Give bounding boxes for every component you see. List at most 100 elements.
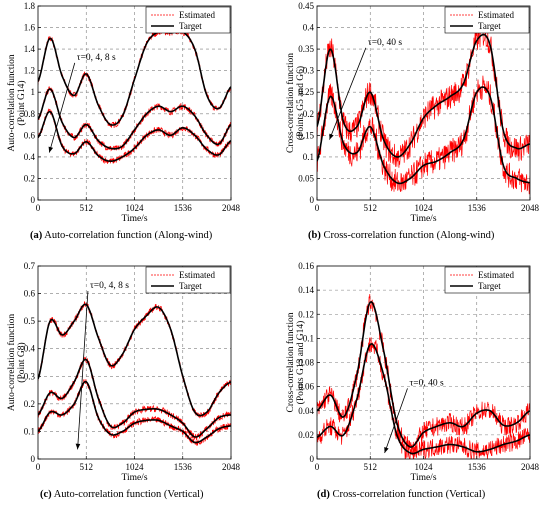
y-tick-label: 0.1 — [303, 152, 314, 162]
y-tick-label: 1.2 — [24, 66, 35, 76]
x-tick-label: 1024 — [126, 462, 145, 472]
annotation-label: τ=0, 4, 8 s — [90, 281, 129, 291]
legend-target-label: Target — [179, 21, 202, 31]
y-axis-sublabel: (Point G14) — [16, 80, 27, 125]
caption-d-label: (d) — [317, 489, 330, 500]
caption-d-text: Cross-correlation function (Vertical) — [332, 489, 486, 500]
y-tick-label: 0.4 — [24, 344, 36, 354]
caption-a: (a) Auto-correlation function (Along-win… — [30, 230, 212, 241]
y-tick-label: 0.4 — [303, 23, 315, 33]
series-target-line — [38, 380, 231, 444]
y-tick-label: 0.08 — [298, 358, 314, 368]
legend-estimated-label: Estimated — [179, 10, 215, 20]
x-tick-label: 1536 — [468, 203, 487, 213]
chart-a: 0 512 1024 1536 2048 0 0.2 0.4 0.6 0.8 1 1.2 1.4 1.6 1… — [6, 1, 241, 224]
y-axis-sublabel: (Points G13 and G14) — [295, 321, 306, 405]
y-tick-label: 0.12 — [298, 309, 314, 319]
x-axis-label: Time/s — [410, 473, 436, 483]
annotation-arrow-head — [329, 133, 334, 140]
series-target-line — [317, 33, 530, 158]
x-tick-label: 0 — [315, 203, 320, 213]
legend-box — [444, 6, 530, 34]
caption-c-text: Auto-correlation function (Vertical) — [53, 489, 204, 500]
y-tick-label: 0.4 — [24, 152, 36, 162]
series-estimated-line — [317, 75, 530, 195]
x-axis-label: Time/s — [121, 214, 147, 224]
caption-a-text: Auto-correlation function (Along-wind) — [44, 230, 213, 241]
x-tick-label: 512 — [80, 462, 94, 472]
series-estimated-line — [317, 22, 530, 168]
x-tick-label: 1024 — [126, 203, 145, 213]
caption-c-label: (c) — [40, 489, 52, 500]
x-tick-label: 1536 — [174, 462, 193, 472]
caption-d: (d) Cross-correlation function (Vertical… — [317, 489, 485, 500]
y-tick-label: 0.2 — [303, 109, 314, 119]
x-tick-label: 0 — [315, 462, 320, 472]
y-axis-sublabel: (Point G8) — [16, 342, 27, 382]
series-target-line — [38, 30, 231, 126]
series-target-line — [38, 358, 231, 438]
x-axis-label: Time/s — [121, 473, 147, 483]
y-axis-label: Auto-correlation function — [6, 54, 17, 152]
y-tick-label: 0.04 — [298, 406, 314, 416]
series-target-line — [38, 88, 231, 150]
y-tick-label: 0.3 — [303, 66, 315, 76]
y-tick-label: 0.8 — [24, 109, 36, 119]
y-tick-label: 0.6 — [24, 130, 36, 140]
y-tick-label: 1.4 — [24, 44, 36, 54]
legend-estimated-label: Estimated — [478, 10, 514, 20]
series-estimated-line — [38, 108, 231, 165]
x-tick-label: 2048 — [222, 203, 241, 213]
x-tick-label: 2048 — [521, 203, 540, 213]
x-axis-label: Time/s — [410, 214, 436, 224]
chart-b: 0 512 1024 1536 2048 0 0.05 0.1 0.15 0.2 0.25 0.3 0.… — [285, 1, 540, 224]
y-tick-label: 0 — [310, 454, 315, 464]
annotation-label: τ=0, 40 s — [409, 378, 444, 388]
x-tick-label: 1536 — [174, 203, 193, 213]
x-tick-label: 0 — [36, 462, 41, 472]
y-tick-label: 0 — [31, 454, 36, 464]
x-tick-label: 2048 — [521, 462, 540, 472]
caption-b-label: (b) — [308, 230, 321, 241]
series-target-line — [317, 86, 530, 185]
y-axis-label: Auto-correlation function — [6, 314, 17, 412]
chart-d: 0 512 1024 1536 2048 0 0.02 0.04 0.06 0.08 0.1 0.12… — [285, 261, 540, 483]
caption-b: (b) Cross-correlation function (Along-wi… — [308, 230, 494, 241]
y-axis-label: Cross-correlation function — [285, 53, 296, 153]
y-tick-label: 0.7 — [24, 261, 36, 271]
y-tick-label: 0.1 — [303, 333, 314, 343]
y-tick-label: 0.6 — [24, 289, 36, 299]
annotation-arrow-line — [384, 388, 408, 454]
series-target-line — [317, 343, 530, 455]
annotation-arrow-head — [48, 146, 54, 153]
y-tick-label: 0.15 — [298, 130, 314, 140]
y-axis-label: Cross-correlation function — [285, 312, 296, 412]
x-tick-label: 512 — [364, 462, 378, 472]
annotation-arrow-head — [384, 446, 389, 453]
legend-estimated-label: Estimated — [478, 270, 514, 280]
series-target-line — [38, 110, 231, 162]
y-tick-label: 0.2 — [24, 173, 35, 183]
y-tick-label: 0.02 — [298, 430, 314, 440]
x-tick-label: 512 — [80, 203, 94, 213]
legend-box — [145, 266, 231, 294]
annotation-label: τ=0, 4, 8 s — [77, 53, 116, 63]
annotation-arrow-line — [329, 47, 367, 140]
caption-a-label: (a) — [30, 230, 43, 241]
y-tick-label: 0.16 — [298, 261, 314, 271]
y-tick-label: 0.06 — [298, 382, 314, 392]
y-tick-label: 0.2 — [24, 399, 35, 409]
x-tick-label: 1536 — [468, 462, 487, 472]
annotation-label: τ=0, 40 s — [368, 38, 403, 48]
x-tick-label: 0 — [36, 203, 41, 213]
y-tick-label: 0.35 — [298, 44, 314, 54]
x-tick-label: 1024 — [415, 462, 434, 472]
annotation-arrow-head — [75, 443, 81, 450]
y-tick-label: 0.3 — [24, 371, 36, 381]
series-target-line — [317, 301, 530, 448]
y-tick-label: 1.8 — [24, 1, 36, 11]
x-tick-label: 2048 — [222, 462, 241, 472]
y-tick-label: 0 — [310, 195, 315, 205]
x-tick-label: 512 — [364, 203, 378, 213]
